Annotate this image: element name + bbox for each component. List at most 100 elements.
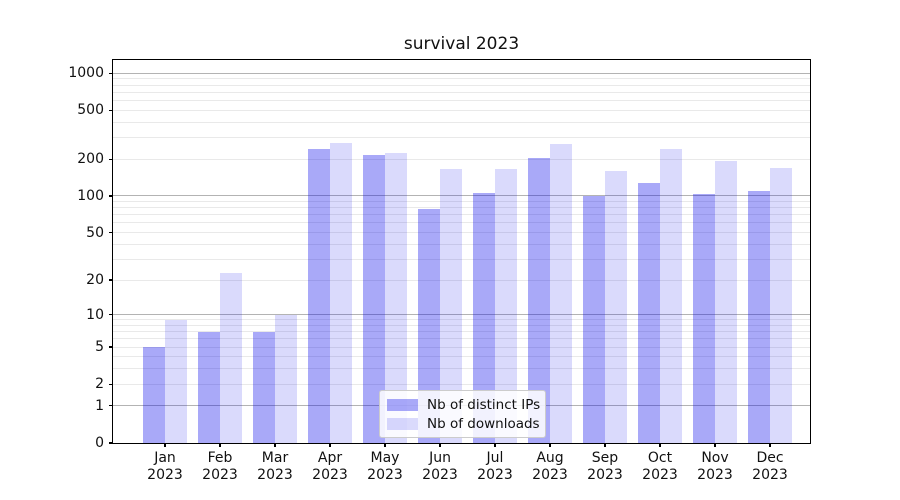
gridline-minor — [113, 338, 810, 340]
gridline-minor — [113, 78, 810, 80]
gridline-minor — [113, 346, 810, 348]
bar-distinct-ips — [693, 194, 715, 443]
bar-downloads — [605, 171, 627, 443]
bar-downloads — [330, 143, 352, 443]
bar-distinct-ips — [198, 331, 220, 443]
y-tick-label: 5 — [95, 339, 104, 356]
gridline-minor — [113, 324, 810, 326]
gridline-minor — [113, 214, 810, 216]
x-tick-mark — [549, 443, 551, 447]
bar-distinct-ips — [638, 182, 660, 443]
bar-downloads — [165, 319, 187, 443]
bar-distinct-ips — [418, 209, 440, 443]
x-tick-label: May 2023 — [367, 450, 403, 483]
y-tick-label: 100 — [77, 187, 104, 204]
bar-distinct-ips — [253, 331, 275, 443]
legend: Nb of distinct IPs Nb of downloads — [379, 390, 546, 438]
bar-distinct-ips — [583, 195, 605, 443]
bar-downloads — [440, 169, 462, 443]
y-tick-mark — [109, 109, 113, 111]
y-tick-mark — [109, 195, 113, 197]
gridline-minor — [113, 368, 810, 370]
y-tick-label: 50 — [86, 224, 104, 241]
gridline-minor — [113, 258, 810, 260]
bar-distinct-ips — [748, 190, 770, 443]
gridline-minor — [113, 279, 810, 281]
x-tick-mark — [714, 443, 716, 447]
y-tick-label: 10 — [86, 306, 104, 323]
gridline-minor — [113, 137, 810, 139]
y-tick-mark — [109, 279, 113, 281]
gridline-minor — [113, 207, 810, 209]
gridline-major — [113, 195, 810, 197]
x-tick-label: Apr 2023 — [312, 450, 348, 483]
gridline-minor — [113, 201, 810, 203]
gridline-minor — [113, 331, 810, 333]
bar-downloads — [550, 144, 572, 443]
bar-downloads — [385, 152, 407, 443]
legend-label: Nb of distinct IPs — [427, 396, 541, 413]
x-tick-label: Jul 2023 — [477, 450, 513, 483]
legend-item: Nb of distinct IPs — [387, 395, 541, 414]
y-tick-label: 1000 — [68, 65, 104, 82]
gridline-minor — [113, 222, 810, 224]
bar-downloads — [715, 161, 737, 443]
gridline-minor — [113, 91, 810, 93]
gridline-minor — [113, 356, 810, 358]
gridline-major — [113, 72, 810, 74]
bar-distinct-ips — [363, 154, 385, 443]
y-tick-mark — [109, 231, 113, 234]
x-tick-mark — [384, 443, 386, 447]
y-tick-mark — [109, 346, 113, 348]
x-tick-mark — [274, 443, 276, 447]
gridline-major — [113, 314, 810, 316]
gridline-minor — [113, 383, 810, 385]
gridline-minor — [113, 158, 810, 160]
y-tick-mark — [109, 314, 113, 316]
bar-downloads — [220, 272, 242, 443]
x-tick-label: Feb 2023 — [202, 450, 238, 483]
plot-area — [112, 59, 811, 444]
y-tick-label: 0 — [95, 435, 104, 451]
gridline-minor — [113, 121, 810, 123]
x-tick-mark — [219, 443, 221, 447]
bar-distinct-ips — [528, 157, 550, 443]
x-tick-mark — [164, 443, 166, 447]
legend-item: Nb of downloads — [387, 414, 540, 433]
x-tick-label: Mar 2023 — [257, 450, 293, 483]
x-tick-mark — [439, 443, 441, 447]
bar-downloads — [660, 149, 682, 443]
x-tick-label: Dec 2023 — [752, 450, 788, 483]
gridline-minor — [113, 100, 810, 101]
bar-downloads — [495, 169, 517, 443]
legend-label: Nb of downloads — [427, 415, 540, 432]
legend-swatch-downloads — [387, 417, 418, 430]
chart-title: survival 2023 — [403, 34, 520, 54]
x-tick-mark — [329, 443, 331, 447]
bar-distinct-ips — [143, 347, 165, 443]
x-tick-mark — [604, 443, 606, 447]
bar-downloads — [770, 167, 792, 443]
x-tick-label: Jun 2023 — [422, 450, 458, 483]
gridline-minor — [113, 84, 810, 86]
y-tick-label: 500 — [77, 102, 104, 119]
bar-distinct-ips — [473, 193, 495, 443]
x-tick-label: Sep 2023 — [587, 450, 623, 483]
x-tick-mark — [494, 443, 496, 447]
x-tick-label: Nov 2023 — [697, 450, 733, 483]
gridline-minor — [113, 319, 810, 321]
bar-downloads — [275, 314, 297, 443]
y-tick-mark — [109, 405, 113, 407]
y-tick-mark — [109, 72, 113, 74]
bar-distinct-ips — [308, 148, 330, 443]
legend-swatch-distinct-ips — [387, 398, 418, 411]
x-tick-mark — [659, 443, 661, 447]
y-tick-label: 200 — [77, 151, 104, 168]
gridline-minor — [113, 243, 810, 245]
gridline-minor — [113, 232, 810, 234]
x-tick-label: Aug 2023 — [532, 450, 568, 483]
x-tick-label: Jan 2023 — [147, 450, 183, 483]
y-tick-mark — [109, 383, 113, 385]
y-tick-mark — [109, 158, 113, 160]
